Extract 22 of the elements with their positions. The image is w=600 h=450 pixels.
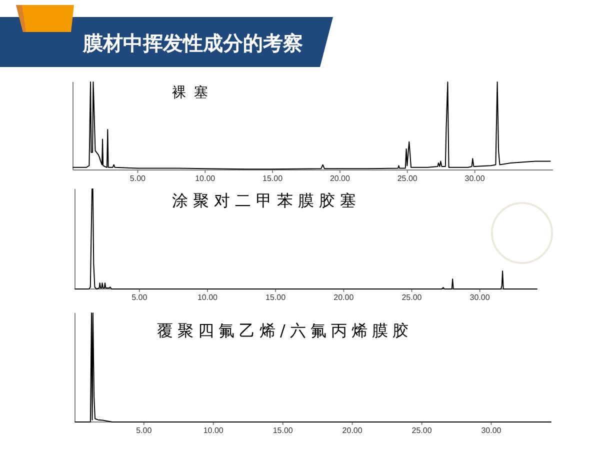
x-tick-label: 10.00 (195, 174, 216, 183)
x-tick-label: 25.00 (412, 426, 432, 435)
x-tick-label: 10.00 (203, 426, 224, 435)
x-tick-label: 25.00 (397, 174, 418, 183)
x-tick-label: 10.00 (197, 293, 218, 302)
text: 覆聚四氟乙烯/六氟丙烯膜胶 (157, 321, 413, 340)
x-tick-label: 15.00 (262, 174, 284, 183)
chart-title: 涂聚对二甲苯膜胶塞 (172, 191, 361, 210)
x-tick-label: 5.00 (136, 426, 152, 435)
x-tick-label: 30.00 (464, 174, 486, 183)
x-tick-label: 15.00 (272, 426, 294, 435)
x-tick-label: 25.00 (402, 293, 422, 302)
text: 膜材中挥发性成分的考察 (82, 32, 303, 55)
x-tick-label: 20.00 (330, 174, 351, 183)
x-tick-label: 20.00 (334, 293, 354, 302)
x-tick-label: 5.00 (130, 174, 146, 183)
x-tick-label: 20.00 (342, 426, 363, 435)
x-tick-label: 30.00 (470, 293, 490, 302)
x-tick-label: 30.00 (481, 426, 502, 435)
x-tick-label: 15.00 (266, 293, 286, 302)
chart-title: 裸塞 (172, 85, 216, 101)
x-tick-label: 5.00 (132, 293, 148, 302)
